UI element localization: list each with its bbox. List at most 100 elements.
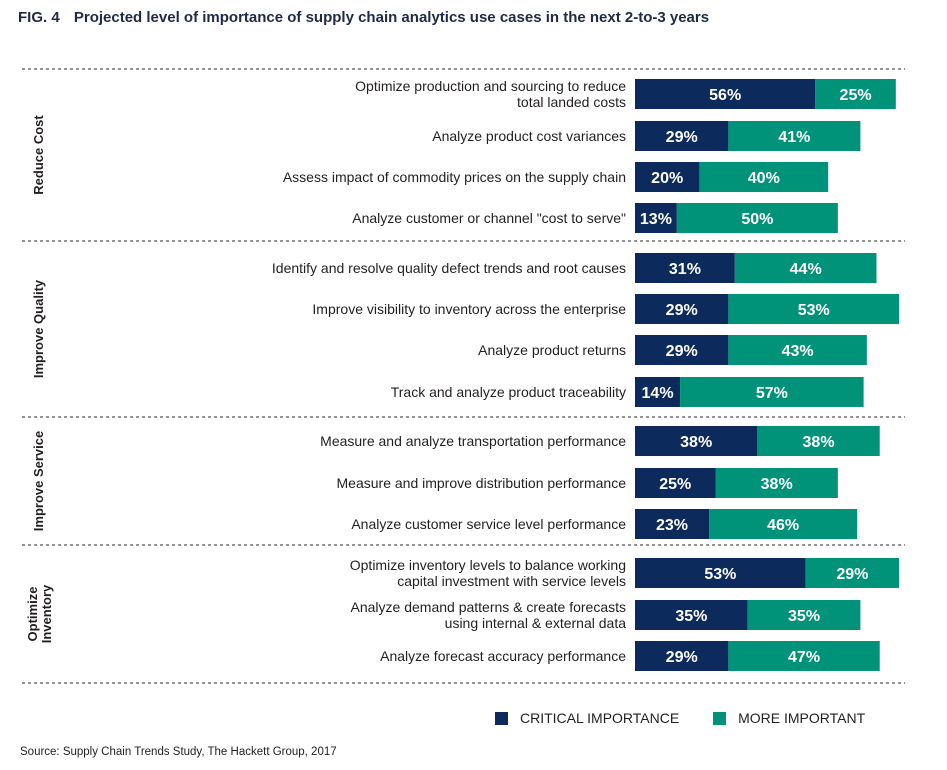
category-label: Identify and resolve quality defect tren… xyxy=(272,260,626,276)
group-label: Reduce Cost xyxy=(31,115,46,195)
category-label-line: Analyze product cost variances xyxy=(432,128,626,144)
bar-critical xyxy=(635,162,700,192)
figure-title-text: Projected level of importance of supply … xyxy=(73,9,710,26)
data-label-more-important: 29% xyxy=(836,566,868,583)
category-label-line: Improve visibility to inventory across t… xyxy=(312,301,626,317)
group-label-line: Inventory xyxy=(39,584,54,643)
bar-critical xyxy=(635,509,710,539)
category-label-line: Track and analyze product traceability xyxy=(391,384,626,400)
data-label-critical: 29% xyxy=(666,302,698,319)
group-label: Improve Service xyxy=(31,431,46,531)
category-label-line: Analyze forecast accuracy performance xyxy=(380,648,626,664)
bar-more-important xyxy=(747,600,861,630)
category-label-line: using internal & external data xyxy=(445,615,627,631)
bar-more-important xyxy=(728,335,867,365)
chart-legend: CRITICAL IMPORTANCE MORE IMPORTANT xyxy=(495,710,865,728)
category-label: Analyze forecast accuracy performance xyxy=(380,648,626,664)
data-label-more-important: 43% xyxy=(782,343,814,360)
bar-more-important xyxy=(715,468,838,498)
category-label-line: total landed costs xyxy=(517,94,626,110)
bar-critical xyxy=(635,468,716,498)
bar-critical xyxy=(635,335,729,365)
legend-swatch-critical xyxy=(495,711,508,725)
stacked-bar-chart: Reduce Cost Optimize production and sourc… xyxy=(22,68,905,684)
bar-critical xyxy=(635,203,677,233)
bar-more-important xyxy=(699,162,829,192)
group-label-line: Optimize xyxy=(25,587,40,642)
source-note: Source: Supply Chain Trends Study, The H… xyxy=(20,746,337,758)
bar-critical xyxy=(635,79,816,109)
data-label-critical: 38% xyxy=(680,434,712,451)
category-label-line: Analyze customer or channel "cost to ser… xyxy=(352,210,626,226)
bar-more-important xyxy=(676,203,838,233)
bar-critical xyxy=(635,121,729,151)
group-label: Improve Quality xyxy=(31,279,46,378)
group-label-line: Improve Quality xyxy=(31,279,46,378)
category-label: Optimize inventory levels to balance wor… xyxy=(350,557,626,589)
category-label-line: Measure and improve distribution perform… xyxy=(337,475,627,491)
category-label: Analyze demand patterns & create forecas… xyxy=(351,599,627,631)
bar-more-important xyxy=(709,509,858,539)
bar-more-important xyxy=(734,253,877,283)
bar-critical xyxy=(635,377,681,407)
category-label: Analyze product returns xyxy=(478,342,626,358)
bar-critical xyxy=(635,253,735,283)
category-label: Analyze customer service level performan… xyxy=(351,516,626,532)
bar-critical xyxy=(635,426,758,456)
bar-more-important xyxy=(680,377,864,407)
legend-label-critical: CRITICAL IMPORTANCE xyxy=(520,710,680,726)
category-label-line: Identify and resolve quality defect tren… xyxy=(272,260,626,276)
data-label-more-important: 53% xyxy=(798,302,830,319)
bar-critical xyxy=(635,641,729,671)
data-label-more-important: 57% xyxy=(756,385,788,402)
category-label: Measure and improve distribution perform… xyxy=(337,475,627,491)
data-label-critical: 23% xyxy=(656,517,688,534)
legend-item-more: MORE IMPORTANT xyxy=(713,710,865,726)
data-label-critical: 20% xyxy=(651,170,683,187)
category-label: Measure and analyze transportation perfo… xyxy=(320,433,626,449)
category-label-line: Analyze product returns xyxy=(478,342,626,358)
category-label-line: Optimize production and sourcing to redu… xyxy=(355,78,626,94)
figure-title: FIG. 4 Projected level of importance of … xyxy=(18,9,709,26)
category-label: Assess impact of commodity prices on the… xyxy=(283,169,626,185)
data-label-more-important: 38% xyxy=(803,434,835,451)
bar-critical xyxy=(635,294,729,324)
bar-more-important xyxy=(728,121,861,151)
group-label-line: Improve Service xyxy=(31,431,46,531)
figure-label: FIG. 4 xyxy=(18,9,60,26)
category-label: Track and analyze product traceability xyxy=(391,384,626,400)
bar-more-important xyxy=(815,79,896,109)
group-label: OptimizeInventory xyxy=(25,584,54,643)
data-label-critical: 13% xyxy=(640,211,672,228)
bar-more-important xyxy=(728,294,900,324)
data-label-critical: 29% xyxy=(666,129,698,146)
legend-swatch-more xyxy=(713,711,727,725)
data-label-critical: 29% xyxy=(666,343,698,360)
legend-item-critical: CRITICAL IMPORTANCE xyxy=(495,710,679,726)
data-label-critical: 56% xyxy=(709,87,741,104)
category-label: Optimize production and sourcing to redu… xyxy=(355,78,626,110)
bar-critical xyxy=(635,558,806,588)
category-label-line: Assess impact of commodity prices on the… xyxy=(283,169,626,185)
category-label-line: Analyze demand patterns & create forecas… xyxy=(351,599,626,615)
bar-more-important xyxy=(728,641,880,671)
data-label-critical: 14% xyxy=(642,385,674,402)
data-label-more-important: 38% xyxy=(761,476,793,493)
category-label: Improve visibility to inventory across t… xyxy=(312,301,626,317)
data-label-critical: 29% xyxy=(666,649,698,666)
category-label: Analyze customer or channel "cost to ser… xyxy=(352,210,626,226)
data-label-more-important: 46% xyxy=(767,517,799,534)
category-label: Analyze product cost variances xyxy=(432,128,626,144)
category-label-line: Measure and analyze transportation perfo… xyxy=(320,433,626,449)
data-label-critical: 25% xyxy=(659,476,691,493)
data-label-more-important: 40% xyxy=(748,170,780,187)
group-label-line: Reduce Cost xyxy=(31,115,46,195)
category-label-line: Optimize inventory levels to balance wor… xyxy=(350,557,626,573)
data-label-critical: 35% xyxy=(675,608,707,625)
bar-critical xyxy=(635,600,748,630)
data-label-more-important: 25% xyxy=(840,87,872,104)
category-label-line: Analyze customer service level performan… xyxy=(351,516,626,532)
data-label-critical: 53% xyxy=(704,566,736,583)
data-label-more-important: 47% xyxy=(788,649,820,666)
data-label-more-important: 44% xyxy=(790,261,822,278)
